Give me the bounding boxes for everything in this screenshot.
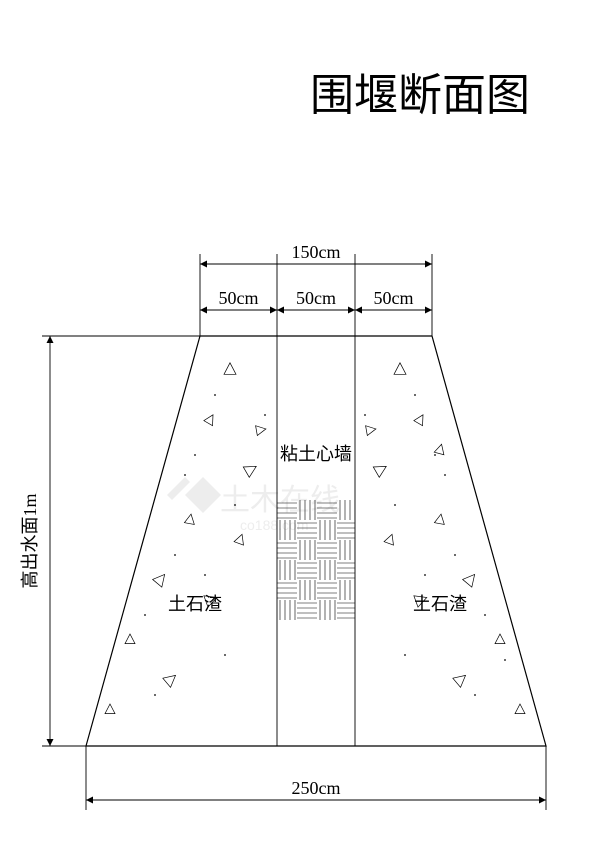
dim-top-total: 150cm	[200, 242, 432, 268]
dim-top-mid: 50cm	[277, 288, 355, 314]
clay-hatch	[277, 500, 355, 620]
svg-text:高出水面1m: 高出水面1m	[20, 493, 40, 588]
right-fill-label: 土石渣	[413, 594, 467, 614]
left-fill-label: 土石渣	[168, 594, 222, 614]
core-label: 粘土心墙	[280, 444, 352, 464]
svg-text:50cm: 50cm	[296, 288, 336, 308]
svg-text:50cm: 50cm	[374, 288, 414, 308]
dim-top-right: 50cm	[355, 288, 432, 314]
svg-text:250cm: 250cm	[292, 778, 341, 798]
diagram-title: 围堰断面图	[310, 71, 530, 120]
dim-height: 高出水面1m	[20, 336, 54, 746]
svg-text:50cm: 50cm	[219, 288, 259, 308]
svg-text:150cm: 150cm	[292, 242, 341, 262]
dim-top-left: 50cm	[200, 288, 277, 314]
dim-bottom: 250cm	[86, 778, 546, 804]
